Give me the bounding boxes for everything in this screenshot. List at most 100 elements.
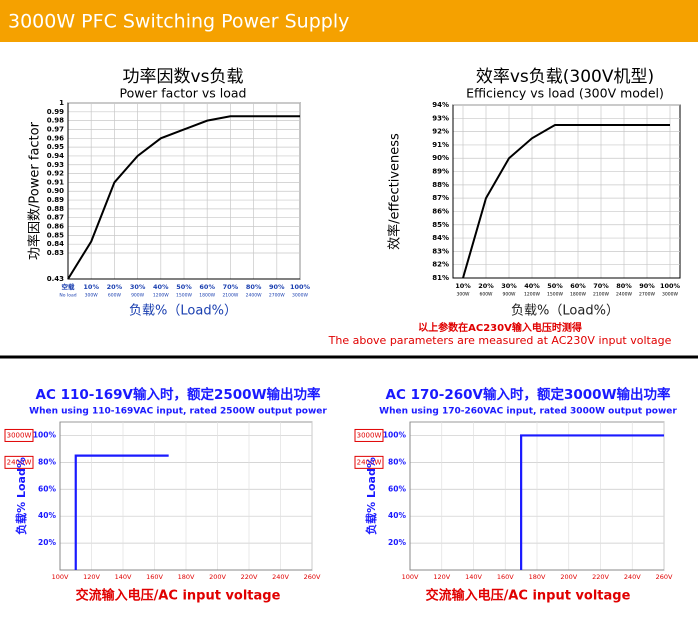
x-tick-sublabel: 1800W (199, 293, 215, 299)
x-tick-label: 220V (592, 573, 609, 581)
x-tick-label: 90% (269, 283, 285, 291)
x-tick-label: 50% (547, 282, 563, 290)
x-tick-sublabel: 600W (479, 292, 493, 298)
series-line (520, 434, 664, 570)
x-tick-sublabel: 3000W (292, 293, 308, 299)
x-tick-sublabel: 2700W (639, 292, 655, 298)
chart-title: 效率vs负载(300V机型) (476, 67, 654, 87)
x-tick-label: 160V (146, 573, 163, 581)
y-tick-label: 92% (432, 128, 449, 136)
x-tick-label: 80% (616, 282, 632, 290)
y-tick-label: 0.89 (47, 196, 64, 204)
x-tick-label: 220V (241, 573, 258, 581)
x-axis-label: 负载%（Load%） (511, 304, 619, 319)
y-tick-label: 89% (432, 168, 449, 176)
y-tick-label: 0.84 (47, 240, 64, 248)
ref-label: 3000W (357, 431, 382, 439)
y-tick-label: 91% (432, 141, 449, 149)
y-tick-label: 100% (383, 430, 407, 439)
x-axis-label: 交流输入电压/AC input voltage (426, 588, 631, 604)
x-tick-label: 60% (570, 282, 586, 290)
y-tick-label: 0.95 (47, 143, 64, 151)
x-tick-sublabel: 1200W (153, 293, 169, 299)
ref-box (4, 428, 34, 442)
x-tick-sublabel: 3000W (662, 292, 678, 298)
x-tick-label: 100% (290, 283, 311, 291)
chart-title: AC 170-260V输入时，额定3000W输出功率 (386, 386, 671, 403)
ref-box (354, 455, 384, 469)
x-tick-label: 240V (272, 573, 289, 581)
x-tick-label: 200V (209, 573, 226, 581)
y-tick-label: 60% (388, 484, 406, 493)
x-axis-label: 负载%（Load%） (129, 304, 237, 319)
y-tick-label: 88% (432, 181, 449, 189)
chart-subtitle: Efficiency vs load (300V model) (466, 86, 664, 101)
x-tick-label: 200V (560, 573, 577, 581)
y-tick-label: 0.94 (47, 152, 64, 160)
x-tick-sublabel: 300W (85, 293, 99, 299)
y-tick-label: 0.85 (47, 231, 64, 239)
ref-box (4, 455, 34, 469)
ref-label: 2400W (357, 458, 382, 466)
plot-area (452, 104, 681, 279)
x-tick-label: 160V (497, 573, 514, 581)
y-tick-label: 40% (38, 511, 56, 520)
y-tick-label: 87% (432, 194, 449, 202)
note-en: The above parameters are measured at AC2… (328, 334, 672, 347)
header-bar (0, 0, 698, 42)
y-tick-label: 0.98 (47, 117, 64, 125)
y-tick-label: 20% (388, 538, 406, 547)
x-tick-label: 20% (478, 282, 494, 290)
series-line (67, 115, 300, 280)
x-tick-sublabel: No load (59, 293, 76, 299)
note-zh: 以上参数在AC230V输入电压时测得 (418, 321, 582, 334)
x-tick-sublabel: 2400W (246, 293, 262, 299)
ref-box (354, 428, 384, 442)
y-tick-label: 80% (388, 457, 406, 466)
chart-title: 功率因数vs负载 (123, 67, 244, 87)
y-tick-label: 0.97 (47, 125, 64, 133)
x-tick-sublabel: 1800W (570, 292, 586, 298)
y-tick-label: 94% (432, 101, 449, 109)
y-tick-label: 60% (38, 484, 56, 493)
x-tick-label: 20% (107, 283, 123, 291)
y-tick-label: 90% (432, 154, 449, 162)
x-tick-label: 180V (529, 573, 546, 581)
x-tick-label: 260V (304, 573, 321, 581)
x-tick-label: 50% (176, 283, 192, 291)
x-tick-sublabel: 600W (108, 293, 122, 299)
y-tick-label: 0.96 (47, 134, 64, 142)
y-tick-label: 81% (432, 274, 449, 282)
x-tick-sublabel: 1500W (176, 293, 192, 299)
chart-title: AC 110-169V输入时，额定2500W输出功率 (36, 386, 321, 403)
x-tick-sublabel: 2400W (616, 292, 632, 298)
x-tick-sublabel: 2100W (593, 292, 609, 298)
x-tick-label: 90% (639, 282, 655, 290)
x-tick-label: 70% (223, 283, 239, 291)
ref-label: 3000W (7, 431, 32, 439)
x-tick-sublabel: 900W (131, 293, 145, 299)
y-tick-label: 0.99 (47, 108, 64, 116)
x-tick-label: 10% (455, 282, 471, 290)
series-line (74, 454, 169, 570)
x-tick-label: 60% (199, 283, 215, 291)
y-tick-label: 82% (432, 261, 449, 269)
x-tick-label: 120V (433, 573, 450, 581)
y-tick-label: 0.83 (47, 249, 64, 257)
y-tick-label: 84% (432, 234, 449, 242)
x-tick-label: 40% (153, 283, 169, 291)
x-tick-sublabel: 2100W (222, 293, 238, 299)
chart-subtitle: When using 170-260VAC input, rated 3000W… (379, 407, 677, 417)
y-tick-label: 0.87 (47, 214, 64, 222)
x-axis-label: 交流输入电压/AC input voltage (76, 588, 281, 604)
x-tick-sublabel: 1500W (547, 292, 563, 298)
x-tick-label: 260V (656, 573, 673, 581)
chart-subtitle: Power factor vs load (120, 86, 247, 101)
y-tick-label: 0.93 (47, 161, 64, 169)
x-tick-label: 30% (130, 283, 146, 291)
x-tick-label: 140V (465, 573, 482, 581)
x-tick-label: 140V (115, 573, 132, 581)
y-tick-label: 0.90 (47, 187, 64, 195)
y-tick-label: 40% (388, 511, 406, 520)
